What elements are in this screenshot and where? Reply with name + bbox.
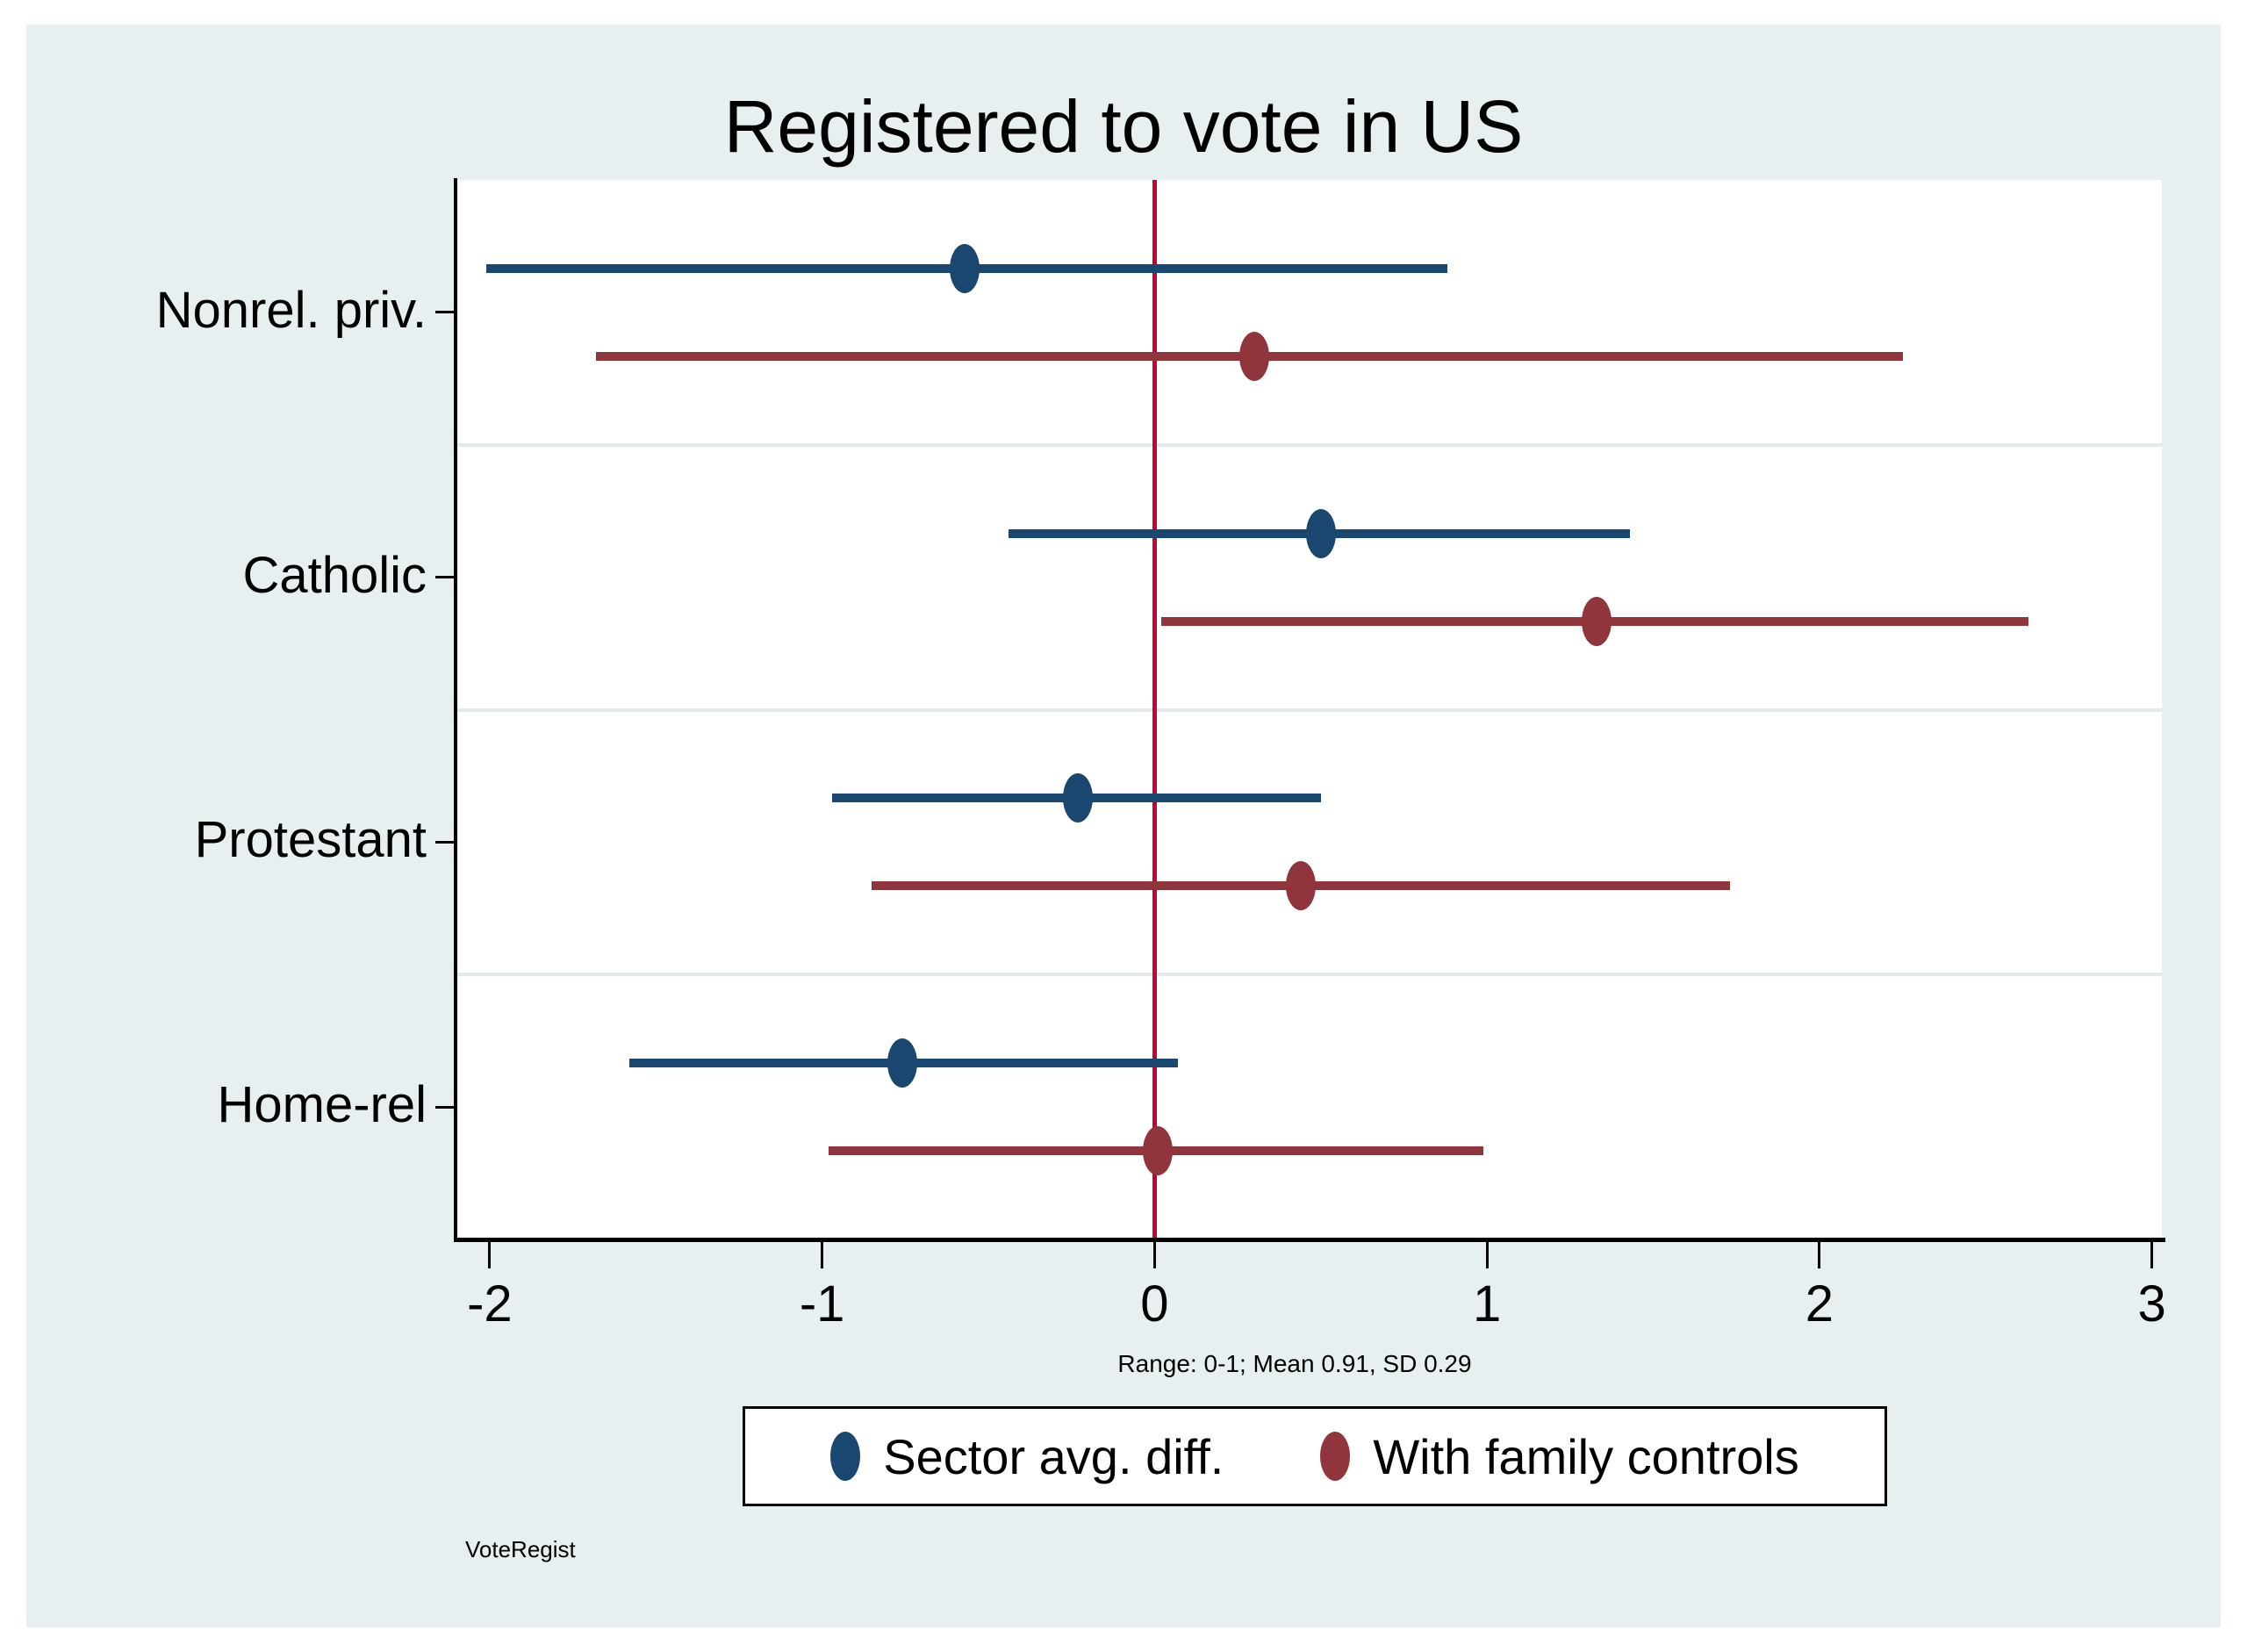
- point-estimate-marker: [950, 243, 980, 293]
- x-axis-tick: [488, 1242, 492, 1268]
- y-axis-category-label: Nonrel. priv.: [155, 281, 427, 339]
- x-axis-tick: [1485, 1242, 1489, 1268]
- x-axis-tick-label: 1: [1472, 1275, 1502, 1332]
- category-gridline: [456, 442, 2162, 447]
- y-axis-tick: [435, 311, 456, 314]
- point-estimate-marker: [1305, 508, 1336, 558]
- legend: Sector avg. diff. With family controls: [743, 1406, 1887, 1506]
- point-estimate-marker: [1286, 861, 1317, 911]
- x-axis-tick-label: -1: [799, 1275, 845, 1332]
- point-estimate-marker: [1143, 1126, 1174, 1176]
- watermark-text: VoteRegist: [465, 1536, 576, 1562]
- x-axis-tick-label: -2: [467, 1275, 513, 1332]
- y-axis-category-label: Protestant: [194, 811, 427, 869]
- zero-reference-line: [1152, 180, 1157, 1239]
- legend-marker-maroon-dot-icon: [1320, 1432, 1351, 1481]
- point-estimate-marker: [1582, 596, 1612, 646]
- x-axis-tick: [2150, 1242, 2154, 1268]
- legend-entry-with-family-controls: With family controls: [1320, 1428, 1799, 1485]
- x-axis-tick: [821, 1242, 824, 1268]
- y-axis-category-label: Catholic: [242, 546, 427, 604]
- y-axis-spine: [454, 178, 457, 1242]
- legend-label: Sector avg. diff.: [883, 1428, 1224, 1484]
- axis-note: Range: 0-1; Mean 0.91, SD 0.29: [1117, 1350, 1472, 1377]
- y-axis-tick: [435, 1105, 456, 1109]
- y-axis-tick: [435, 840, 456, 844]
- point-estimate-marker: [1063, 773, 1094, 823]
- point-estimate-marker: [1239, 331, 1269, 381]
- x-axis-spine: [454, 1238, 2165, 1242]
- x-axis-tick-label: 3: [2137, 1275, 2166, 1332]
- point-estimate-marker: [887, 1038, 917, 1088]
- x-axis-tick: [1818, 1242, 1821, 1268]
- y-axis-tick: [435, 576, 456, 579]
- category-gridline: [456, 707, 2162, 712]
- y-axis-category-label: Home-rel: [217, 1076, 427, 1134]
- x-axis-tick: [1152, 1242, 1156, 1268]
- legend-entry-sector-avg-diff: Sector avg. diff.: [830, 1428, 1224, 1485]
- legend-label: With family controls: [1373, 1428, 1799, 1484]
- legend-marker-navy-dot-icon: [830, 1432, 861, 1481]
- chart-title: Registered to vote in US: [723, 85, 1524, 168]
- x-axis-tick-label: 0: [1140, 1275, 1169, 1332]
- x-axis-tick-label: 2: [1805, 1275, 1834, 1332]
- category-gridline: [456, 973, 2162, 977]
